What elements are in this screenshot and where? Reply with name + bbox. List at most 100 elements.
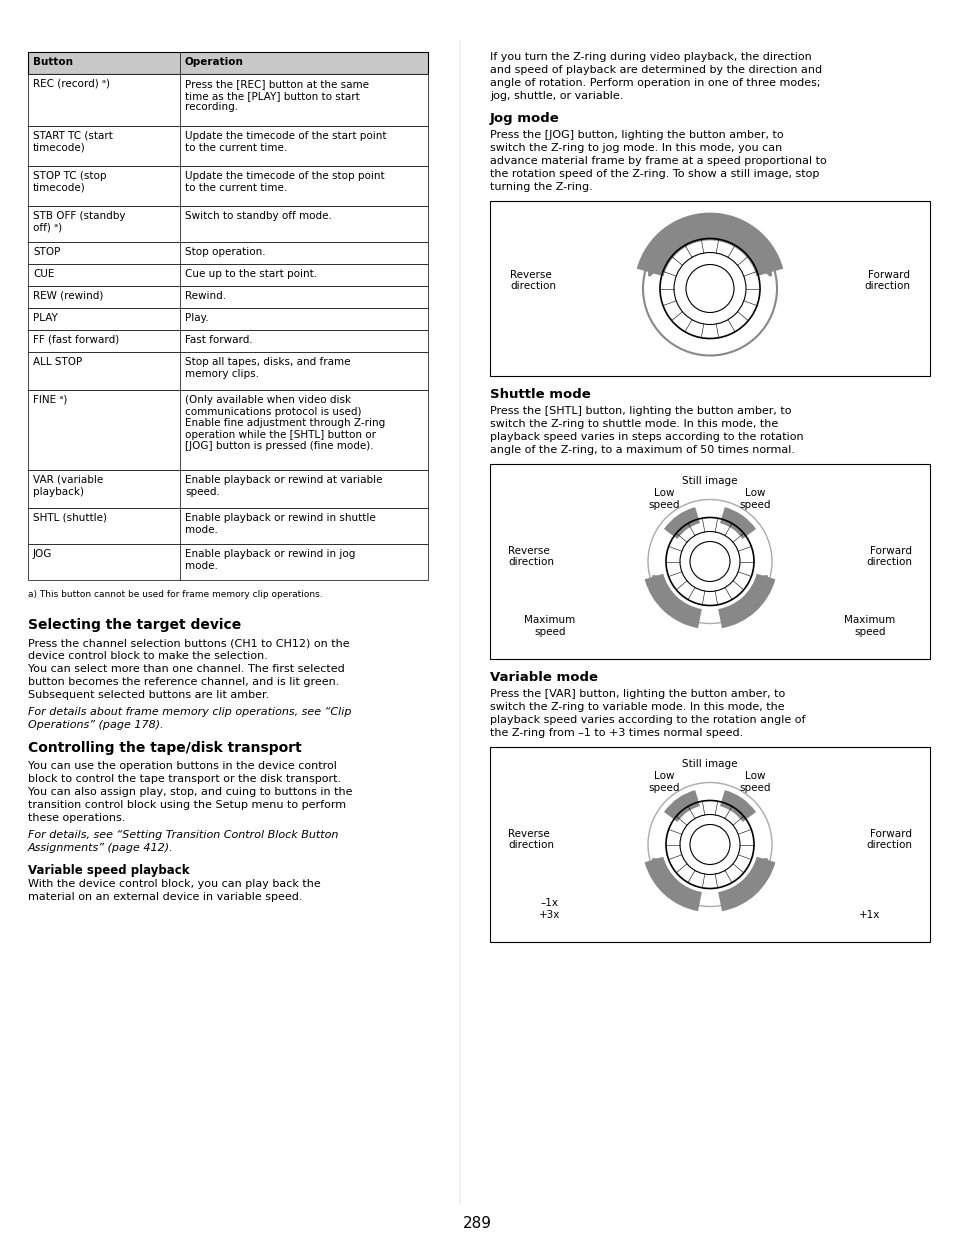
Text: angle of the Z-ring, to a maximum of 50 times normal.: angle of the Z-ring, to a maximum of 50 … — [490, 445, 794, 455]
Text: Forward
direction: Forward direction — [863, 270, 909, 291]
Text: Assignments” (page 412).: Assignments” (page 412). — [28, 843, 173, 853]
Bar — [28, 286, 428, 309]
Text: Low
speed: Low speed — [648, 771, 679, 792]
Bar — [28, 126, 428, 165]
Text: Reverse
direction: Reverse direction — [507, 829, 554, 851]
Text: ALL STOP: ALL STOP — [33, 357, 82, 367]
Text: You can also assign play, stop, and cuing to buttons in the: You can also assign play, stop, and cuin… — [28, 787, 352, 797]
Text: advance material frame by frame at a speed proportional to: advance material frame by frame at a spe… — [490, 156, 826, 165]
Text: Forward
direction: Forward direction — [865, 829, 911, 851]
Text: Reverse
direction: Reverse direction — [507, 546, 554, 567]
Text: Stop operation.: Stop operation. — [185, 248, 265, 258]
Text: switch the Z-ring to variable mode. In this mode, the: switch the Z-ring to variable mode. In t… — [490, 702, 783, 712]
Text: Reverse
direction: Reverse direction — [510, 270, 556, 291]
Text: jog, shuttle, or variable.: jog, shuttle, or variable. — [490, 91, 622, 101]
Text: Press the [SHTL] button, lighting the button amber, to: Press the [SHTL] button, lighting the bu… — [490, 406, 791, 415]
Text: Press the channel selection buttons (CH1 to CH12) on the: Press the channel selection buttons (CH1… — [28, 638, 349, 648]
Bar — [28, 73, 428, 126]
Text: With the device control block, you can play back the: With the device control block, you can p… — [28, 880, 320, 889]
Bar — [28, 391, 428, 470]
Text: Forward
direction: Forward direction — [865, 546, 911, 567]
Text: Press the [VAR] button, lighting the button amber, to: Press the [VAR] button, lighting the but… — [490, 689, 784, 699]
Text: Update the timecode of the start point
to the current time.: Update the timecode of the start point t… — [185, 131, 386, 153]
Text: Variable speed playback: Variable speed playback — [28, 865, 190, 877]
Text: PLAY: PLAY — [33, 313, 58, 323]
Text: (Only available when video disk
communications protocol is used)
Enable fine adj: (Only available when video disk communic… — [185, 396, 385, 452]
Text: Stop all tapes, disks, and frame
memory clips.: Stop all tapes, disks, and frame memory … — [185, 357, 350, 378]
Text: block to control the tape transport or the disk transport.: block to control the tape transport or t… — [28, 774, 341, 784]
Text: START TC (start
timecode): START TC (start timecode) — [33, 131, 112, 153]
Bar — [490, 746, 929, 942]
Text: transition control block using the Setup menu to perform: transition control block using the Setup… — [28, 800, 346, 810]
Text: You can select more than one channel. The first selected: You can select more than one channel. Th… — [28, 664, 344, 674]
Text: 289: 289 — [462, 1215, 491, 1232]
Bar — [490, 202, 929, 376]
Text: Press the [REC] button at the same
time as the [PLAY] button to start
recording.: Press the [REC] button at the same time … — [185, 80, 369, 112]
Text: JOG: JOG — [33, 549, 52, 559]
Text: Enable playback or rewind in shuttle
mode.: Enable playback or rewind in shuttle mod… — [185, 513, 375, 535]
Text: Variable mode: Variable mode — [490, 671, 598, 684]
Bar — [490, 464, 929, 659]
Text: STB OFF (standby
off) ᵃ): STB OFF (standby off) ᵃ) — [33, 211, 126, 233]
Bar — [28, 544, 428, 580]
Text: playback speed varies according to the rotation angle of: playback speed varies according to the r… — [490, 715, 804, 725]
Text: Cue up to the start point.: Cue up to the start point. — [185, 269, 316, 279]
Bar — [28, 330, 428, 352]
Text: –1x
+3x: –1x +3x — [538, 898, 560, 921]
Text: Operation: Operation — [185, 57, 244, 67]
Text: VAR (variable
playback): VAR (variable playback) — [33, 475, 103, 496]
Text: STOP: STOP — [33, 248, 60, 258]
Text: material on an external device in variable speed.: material on an external device in variab… — [28, 892, 302, 902]
Text: playback speed varies in steps according to the rotation: playback speed varies in steps according… — [490, 432, 802, 442]
Bar — [28, 470, 428, 508]
Text: CUE: CUE — [33, 269, 54, 279]
Text: You can use the operation buttons in the device control: You can use the operation buttons in the… — [28, 761, 336, 771]
Text: Enable playback or rewind at variable
speed.: Enable playback or rewind at variable sp… — [185, 475, 382, 496]
Text: these operations.: these operations. — [28, 814, 125, 824]
Text: Still image: Still image — [681, 759, 737, 769]
Text: button becomes the reference channel, and is lit green.: button becomes the reference channel, an… — [28, 677, 339, 687]
Text: Rewind.: Rewind. — [185, 291, 226, 301]
Text: Subsequent selected buttons are lit amber.: Subsequent selected buttons are lit ambe… — [28, 690, 269, 700]
Text: Jog mode: Jog mode — [490, 112, 559, 124]
Text: Shuttle mode: Shuttle mode — [490, 388, 590, 401]
Text: Play.: Play. — [185, 313, 209, 323]
Bar — [28, 165, 428, 207]
Text: REW (rewind): REW (rewind) — [33, 291, 103, 301]
Text: If you turn the Z-ring during video playback, the direction: If you turn the Z-ring during video play… — [490, 52, 811, 62]
Text: and speed of playback are determined by the direction and: and speed of playback are determined by … — [490, 65, 821, 75]
Text: Low
speed: Low speed — [739, 771, 770, 792]
Text: angle of rotation. Perform operation in one of three modes;: angle of rotation. Perform operation in … — [490, 78, 820, 88]
Text: Low
speed: Low speed — [739, 488, 770, 510]
Text: +1x: +1x — [859, 911, 880, 921]
Text: Selecting the target device: Selecting the target device — [28, 618, 241, 632]
Text: the Z-ring from –1 to +3 times normal speed.: the Z-ring from –1 to +3 times normal sp… — [490, 728, 742, 738]
Text: turning the Z-ring.: turning the Z-ring. — [490, 182, 592, 192]
Text: Maximum
speed: Maximum speed — [843, 616, 895, 637]
Text: Controlling the tape/disk transport: Controlling the tape/disk transport — [28, 741, 301, 755]
Text: switch the Z-ring to shuttle mode. In this mode, the: switch the Z-ring to shuttle mode. In th… — [490, 419, 778, 429]
Bar — [28, 309, 428, 330]
Text: REC (record) ᵃ): REC (record) ᵃ) — [33, 80, 110, 90]
Text: Enable playback or rewind in jog
mode.: Enable playback or rewind in jog mode. — [185, 549, 355, 571]
Bar — [28, 52, 428, 73]
Bar — [28, 264, 428, 286]
Text: the rotation speed of the Z-ring. To show a still image, stop: the rotation speed of the Z-ring. To sho… — [490, 169, 819, 179]
Text: Update the timecode of the stop point
to the current time.: Update the timecode of the stop point to… — [185, 170, 384, 193]
Text: Button: Button — [33, 57, 73, 67]
Bar — [28, 207, 428, 243]
Text: Still image: Still image — [681, 476, 737, 486]
Bar — [28, 243, 428, 264]
Text: For details about frame memory clip operations, see “Clip: For details about frame memory clip oper… — [28, 707, 351, 717]
Text: Press the [JOG] button, lighting the button amber, to: Press the [JOG] button, lighting the but… — [490, 131, 782, 141]
Text: STOP TC (stop
timecode): STOP TC (stop timecode) — [33, 170, 107, 193]
Text: Fast forward.: Fast forward. — [185, 335, 253, 345]
Text: device control block to make the selection.: device control block to make the selecti… — [28, 651, 268, 661]
Text: Switch to standby off mode.: Switch to standby off mode. — [185, 211, 332, 221]
Text: FINE ᵃ): FINE ᵃ) — [33, 396, 68, 406]
Text: For details, see “Setting Transition Control Block Button: For details, see “Setting Transition Con… — [28, 830, 338, 840]
Text: switch the Z-ring to jog mode. In this mode, you can: switch the Z-ring to jog mode. In this m… — [490, 143, 781, 153]
Bar — [28, 508, 428, 544]
Text: a) This button cannot be used for frame memory clip operations.: a) This button cannot be used for frame … — [28, 590, 322, 600]
Text: Operations” (page 178).: Operations” (page 178). — [28, 720, 164, 730]
